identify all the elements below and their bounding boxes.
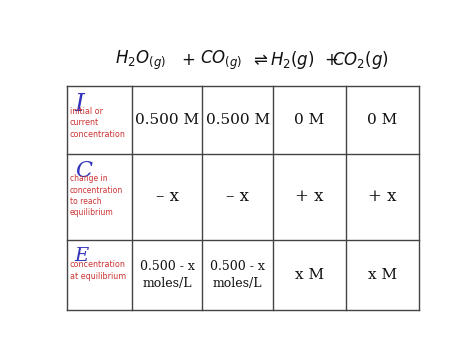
Text: 0 M: 0 M [367,113,398,127]
Text: initial or
current
concentration: initial or current concentration [70,107,126,139]
Text: $CO_{(g)}$: $CO_{(g)}$ [200,49,242,72]
Text: x M: x M [368,268,397,282]
Text: $+$: $+$ [324,52,338,69]
Text: E: E [75,247,89,265]
Text: – x: – x [226,188,249,205]
Text: change in
concentration
to reach
equilibrium: change in concentration to reach equilib… [70,174,123,217]
Text: 0.500 M: 0.500 M [135,113,199,127]
Text: concentration
at equilibrium: concentration at equilibrium [70,260,126,281]
Text: 0.500 - x
moles/L: 0.500 - x moles/L [140,260,194,290]
Text: x M: x M [295,268,324,282]
Text: $CO_2{(g)}$: $CO_2{(g)}$ [332,49,389,71]
Text: $H_2O_{(g)}$: $H_2O_{(g)}$ [115,49,165,72]
Text: $+$: $+$ [181,52,195,69]
Text: $\rightleftharpoons$: $\rightleftharpoons$ [250,52,269,69]
Text: – x: – x [155,188,179,205]
Text: + x: + x [368,188,397,205]
Text: 0.500 - x
moles/L: 0.500 - x moles/L [210,260,265,290]
Text: I: I [75,93,84,116]
Text: + x: + x [295,188,324,205]
Text: C: C [75,160,91,182]
Text: 0.500 M: 0.500 M [206,113,270,127]
Text: $H_2{(g)}$: $H_2{(g)}$ [270,49,315,71]
Text: 0 M: 0 M [294,113,325,127]
